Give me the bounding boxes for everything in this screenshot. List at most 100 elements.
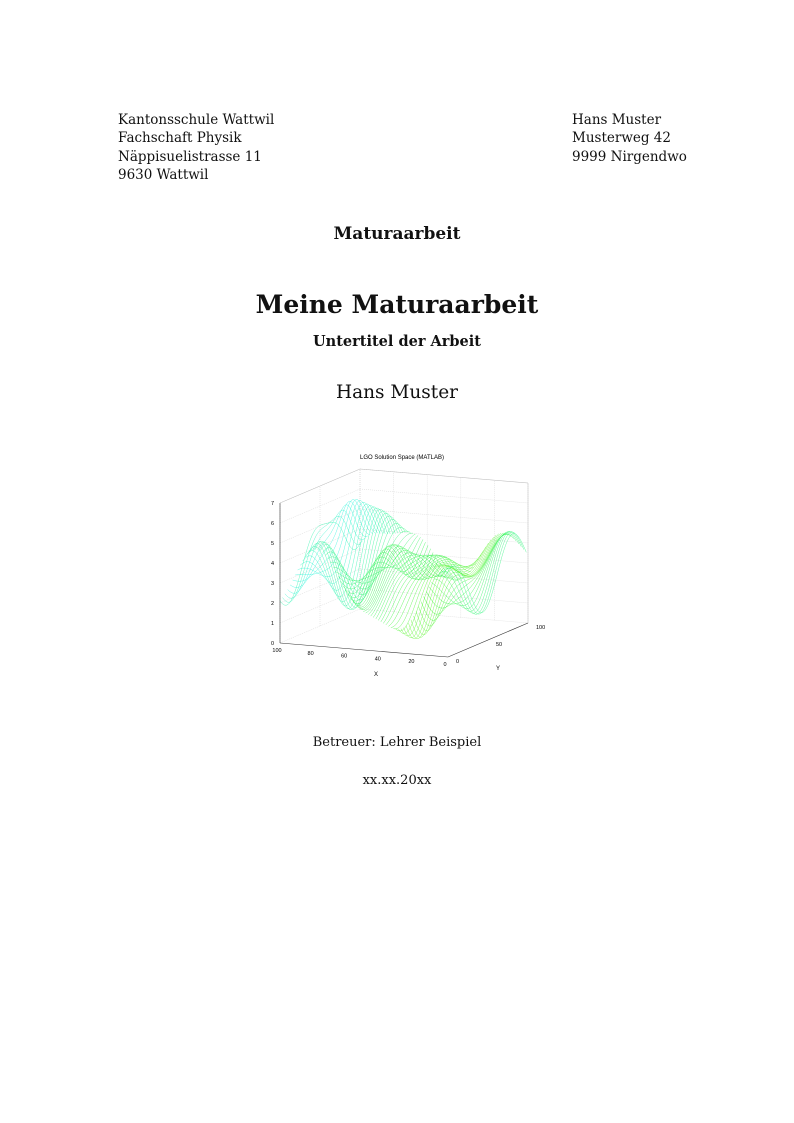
z-tick-label: 6 <box>271 521 274 527</box>
plot-box <box>279 468 529 658</box>
mesh-line <box>332 532 413 584</box>
mesh-line <box>345 542 426 598</box>
z-tick-label: 0 <box>271 641 274 647</box>
date: xx.xx.20xx <box>362 773 432 788</box>
mesh-line <box>307 506 388 603</box>
x-axis <box>279 642 449 658</box>
z-tick-label: 1 <box>271 621 274 627</box>
x-tick-label: 80 <box>308 651 314 657</box>
subtitle: Untertitel der Arbeit <box>313 333 481 350</box>
z-tick-label: 2 <box>271 601 274 607</box>
page-title: Meine Maturaarbeit <box>255 290 539 319</box>
mesh-line <box>279 522 361 606</box>
mesh-line <box>375 555 456 619</box>
mesh-line <box>300 502 381 584</box>
mesh-line <box>325 523 406 601</box>
school-address: Kantonsschule Wattwil Fachschaft Physik … <box>118 111 274 184</box>
z-tick-label: 7 <box>271 501 274 507</box>
mesh-line <box>295 499 376 576</box>
mesh-line <box>360 545 441 610</box>
grid-line <box>359 528 529 544</box>
document-type: Maturaarbeit <box>333 224 461 244</box>
mesh-line <box>327 527 409 595</box>
mesh-line <box>330 530 411 590</box>
mesh-line <box>292 499 373 582</box>
grid-line <box>279 488 361 524</box>
mesh-line <box>436 532 517 612</box>
mesh-line <box>373 555 454 618</box>
y-axis <box>447 622 529 658</box>
mesh-line <box>335 533 416 581</box>
y-tick-label: 100 <box>536 625 545 631</box>
mesh-line <box>312 509 393 609</box>
author-address: Hans Muster Musterweg 42 9999 Nirgendwo <box>572 111 687 166</box>
mesh-line <box>418 533 499 627</box>
mesh-line <box>315 510 396 610</box>
axis-ticks: 0 1 2 3 4 5 6 7 100 80 60 40 20 0 0 50 100 <box>271 501 545 668</box>
z-tick-label: 5 <box>271 541 274 547</box>
grid-line <box>279 588 361 624</box>
figure-title: LGO Solution Space (MATLAB) <box>360 455 444 461</box>
mesh-line <box>405 546 487 639</box>
supervisor: Betreuer: Lehrer Beispiel <box>312 735 482 750</box>
mesh-line <box>342 539 424 594</box>
z-tick-label: 3 <box>271 581 274 587</box>
z-tick-label: 4 <box>271 561 274 567</box>
author-name: Hans Muster <box>335 382 459 403</box>
mesh-line <box>287 504 368 594</box>
x-tick-label: 0 <box>443 662 446 668</box>
address-line: Fachschaft Physik <box>118 130 242 147</box>
box-edge <box>279 468 361 504</box>
grid-line <box>279 548 361 584</box>
mesh-line <box>428 534 509 605</box>
y-tick-label: 50 <box>496 642 502 648</box>
address-line: Näppisuelistrasse 11 <box>118 148 262 165</box>
mesh-line <box>426 533 507 609</box>
x-tick-label: 100 <box>272 648 281 654</box>
x-tick-label: 40 <box>375 656 381 662</box>
grid-line <box>359 548 529 564</box>
mesh-line <box>443 531 524 615</box>
mesh-line <box>383 555 464 624</box>
mesh-line <box>365 550 446 614</box>
address-line: Musterweg 42 <box>572 130 671 147</box>
grid-line <box>359 568 529 584</box>
y-tick-label: 0 <box>456 659 459 665</box>
address-line: 9999 Nirgendwo <box>572 148 687 165</box>
address-line: Hans Muster <box>572 112 662 128</box>
grid-line <box>359 508 529 524</box>
mesh-line <box>378 554 459 621</box>
mesh-line <box>363 547 444 612</box>
mesh-line <box>400 554 482 637</box>
surface-plot-figure: LGO Solution Space (MATLAB) 0 1 2 3 4 5 6 7 100 8… <box>271 455 545 678</box>
mesh-line <box>305 505 386 597</box>
surface-mesh <box>279 499 527 639</box>
mesh-line <box>370 554 451 617</box>
mesh-line <box>395 563 476 632</box>
mesh-line <box>415 535 497 632</box>
mesh-line <box>355 544 436 608</box>
mesh-line <box>441 531 522 615</box>
mesh-line <box>302 503 383 591</box>
x-tick-label: 60 <box>341 654 347 660</box>
x-axis-label: X <box>374 672 378 678</box>
grid-line <box>359 488 529 504</box>
mesh-line <box>284 509 366 599</box>
mesh-line <box>388 557 469 627</box>
mesh-line <box>393 561 474 630</box>
mesh-line <box>310 507 391 607</box>
address-line: 9630 Wattwil <box>118 166 209 183</box>
grid-line <box>279 608 361 644</box>
mesh-line <box>290 501 371 588</box>
mesh-line <box>398 559 479 634</box>
mesh-line <box>368 552 449 615</box>
mesh-line <box>403 550 484 638</box>
mesh-line <box>420 532 502 621</box>
mesh-line <box>431 534 512 606</box>
mesh-line <box>410 539 492 638</box>
box-edge <box>359 468 529 484</box>
mesh-line <box>385 556 466 626</box>
mesh-line <box>438 531 519 614</box>
mesh-line <box>446 533 527 613</box>
y-axis-label: Y <box>496 666 500 672</box>
